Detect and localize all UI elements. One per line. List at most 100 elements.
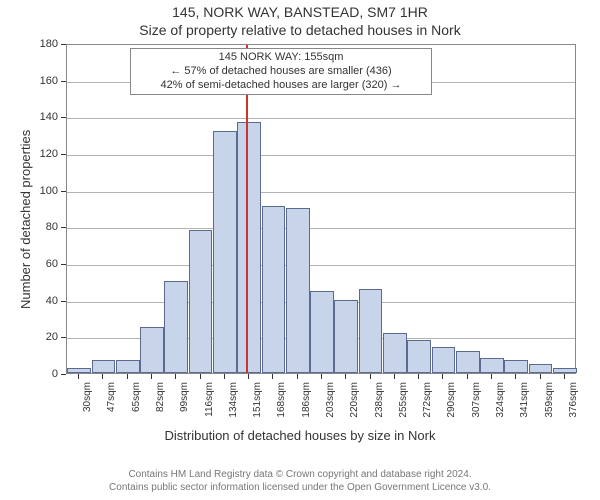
xtick-mark <box>540 374 541 379</box>
xtick-mark <box>345 374 346 379</box>
ytick-mark <box>61 117 66 118</box>
xtick-label: 134sqm <box>228 382 239 418</box>
xtick-label: 186sqm <box>301 382 312 418</box>
histogram-bar <box>237 122 261 373</box>
histogram-bar <box>310 291 334 374</box>
xtick-mark <box>564 374 565 379</box>
ytick-label: 120 <box>32 148 58 160</box>
histogram-bar <box>164 281 188 373</box>
histogram-bar <box>116 360 140 373</box>
xtick-mark <box>491 374 492 379</box>
xtick-label: 203sqm <box>325 382 336 418</box>
xtick-label: 307sqm <box>471 382 482 418</box>
xtick-mark <box>224 374 225 379</box>
histogram-bar <box>334 300 358 373</box>
ytick-label: 100 <box>32 185 58 197</box>
xtick-label: 116sqm <box>204 382 215 417</box>
xtick-label: 168sqm <box>276 382 287 418</box>
histogram-bar <box>262 206 286 373</box>
xtick-label: 290sqm <box>446 382 457 418</box>
gridline <box>67 265 575 266</box>
chart-container: { "meta": { "width": 600, "height": 500 … <box>0 0 600 500</box>
gridline <box>67 192 575 193</box>
histogram-bar <box>553 368 577 374</box>
ytick-mark <box>61 374 66 375</box>
xtick-label: 255sqm <box>398 382 409 418</box>
ytick-mark <box>61 227 66 228</box>
ytick-label: 140 <box>32 111 58 123</box>
ytick-label: 40 <box>32 295 58 307</box>
annotation-line: ← 57% of detached houses are smaller (43… <box>135 65 427 79</box>
xtick-mark <box>370 374 371 379</box>
histogram-bar <box>407 340 431 373</box>
histogram-bar <box>529 364 553 373</box>
footer-line: Contains public sector information licen… <box>10 481 590 494</box>
gridline <box>67 228 575 229</box>
ytick-mark <box>61 301 66 302</box>
histogram-bar <box>140 327 164 373</box>
histogram-bar <box>432 347 456 373</box>
xtick-mark <box>272 374 273 379</box>
y-axis-label: Number of detached properties <box>18 130 33 309</box>
xtick-label: 65sqm <box>131 382 142 412</box>
ytick-label: 0 <box>32 368 58 380</box>
histogram-bar <box>213 131 237 373</box>
gridline <box>67 155 575 156</box>
xtick-label: 220sqm <box>349 382 360 418</box>
annotation-box: 145 NORK WAY: 155sqm ← 57% of detached h… <box>130 48 432 95</box>
ytick-mark <box>61 264 66 265</box>
histogram-bar <box>456 351 480 373</box>
gridline <box>67 118 575 119</box>
xtick-label: 324sqm <box>495 382 506 418</box>
ytick-mark <box>61 337 66 338</box>
ytick-mark <box>61 44 66 45</box>
annotation-line: 145 NORK WAY: 155sqm <box>135 51 427 65</box>
xtick-label: 359sqm <box>544 382 555 418</box>
xtick-mark <box>248 374 249 379</box>
xtick-label: 341sqm <box>519 382 530 418</box>
xtick-mark <box>127 374 128 379</box>
annotation-line: 42% of semi-detached houses are larger (… <box>135 79 427 93</box>
xtick-mark <box>394 374 395 379</box>
xtick-mark <box>418 374 419 379</box>
footer-line: Contains HM Land Registry data © Crown c… <box>10 468 590 481</box>
xtick-label: 47sqm <box>106 382 117 412</box>
xtick-mark <box>467 374 468 379</box>
xtick-label: 376sqm <box>568 382 579 418</box>
histogram-bar <box>383 333 407 373</box>
chart-title-line1: 145, NORK WAY, BANSTEAD, SM7 1HR <box>0 4 600 20</box>
xtick-label: 82sqm <box>155 382 166 412</box>
x-axis-label: Distribution of detached houses by size … <box>0 428 600 443</box>
histogram-bar <box>286 208 310 373</box>
ytick-mark <box>61 191 66 192</box>
xtick-mark <box>321 374 322 379</box>
xtick-mark <box>151 374 152 379</box>
xtick-mark <box>515 374 516 379</box>
footer-attribution: Contains HM Land Registry data © Crown c… <box>10 468 590 494</box>
ytick-label: 180 <box>32 38 58 50</box>
xtick-label: 272sqm <box>422 382 433 418</box>
xtick-mark <box>297 374 298 379</box>
xtick-mark <box>175 374 176 379</box>
chart-title-line2: Size of property relative to detached ho… <box>0 22 600 38</box>
xtick-mark <box>78 374 79 379</box>
histogram-bar <box>504 360 528 373</box>
ytick-label: 80 <box>32 221 58 233</box>
histogram-bar <box>92 360 116 373</box>
xtick-label: 30sqm <box>82 382 93 412</box>
xtick-mark <box>442 374 443 379</box>
ytick-mark <box>61 81 66 82</box>
xtick-label: 151sqm <box>252 382 263 418</box>
xtick-mark <box>200 374 201 379</box>
xtick-label: 238sqm <box>374 382 385 418</box>
ytick-label: 60 <box>32 258 58 270</box>
histogram-bar <box>480 358 504 373</box>
xtick-label: 99sqm <box>179 382 190 412</box>
xtick-mark <box>102 374 103 379</box>
histogram-bar <box>189 230 213 373</box>
histogram-bar <box>359 289 383 373</box>
ytick-mark <box>61 154 66 155</box>
ytick-label: 20 <box>32 331 58 343</box>
histogram-bar <box>67 368 91 374</box>
ytick-label: 160 <box>32 75 58 87</box>
